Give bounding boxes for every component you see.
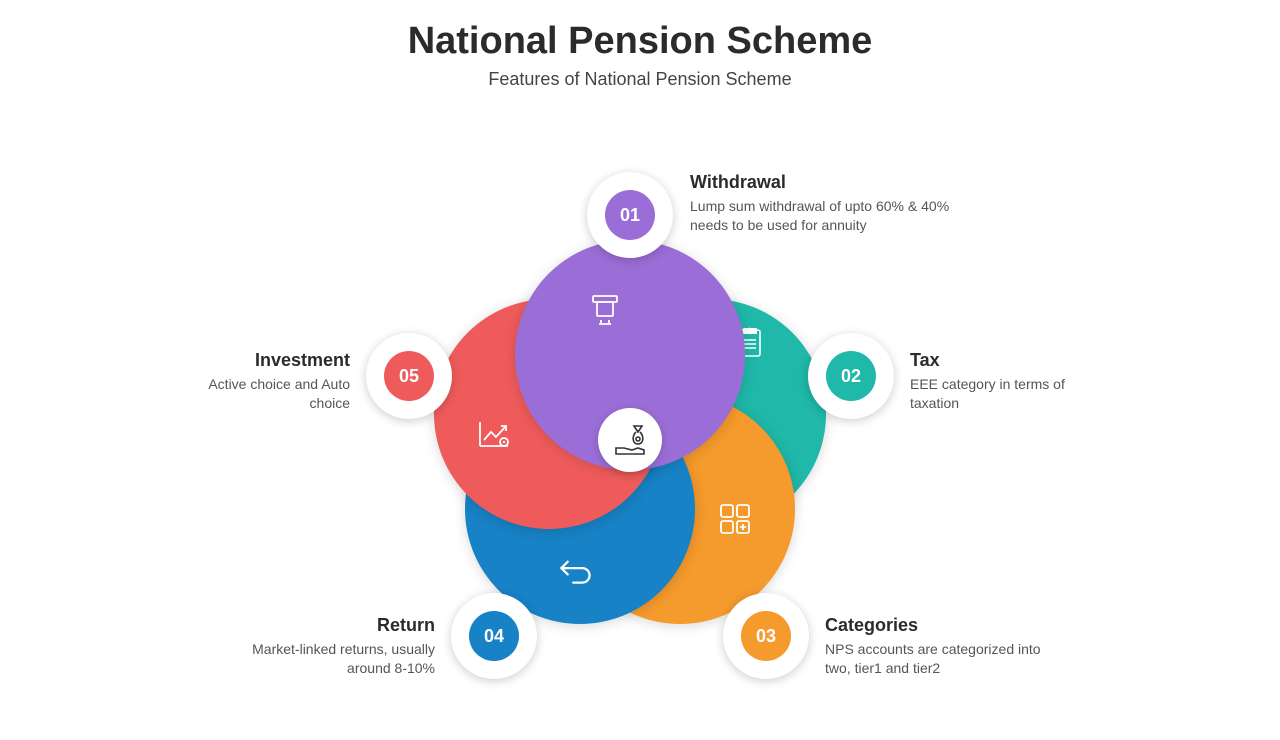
badge-03-num: 03	[756, 626, 776, 647]
return-icon	[555, 549, 595, 589]
pinwheel-diagram: TAX 01 02 03 04 05 Withdrawal Lump sum w…	[0, 20, 1280, 740]
badge-01-num: 01	[620, 205, 640, 226]
atm-icon	[585, 290, 625, 330]
label-withdrawal-title: Withdrawal	[690, 172, 990, 193]
label-tax-desc: EEE category in terms of taxation	[910, 375, 1100, 413]
svg-text:TAX: TAX	[745, 329, 755, 335]
label-tax: Tax EEE category in terms of taxation	[910, 350, 1100, 413]
badge-02: 02	[808, 333, 894, 419]
center-icon-circle	[598, 408, 662, 472]
label-investment-title: Investment	[180, 350, 350, 371]
label-categories-title: Categories	[825, 615, 1065, 636]
growth-icon	[474, 414, 514, 454]
badge-04-num: 04	[484, 626, 504, 647]
label-categories-desc: NPS accounts are categorized into two, t…	[825, 640, 1065, 678]
money-bag-hand-icon	[610, 420, 650, 460]
label-withdrawal-desc: Lump sum withdrawal of upto 60% & 40% ne…	[690, 197, 990, 235]
badge-03: 03	[723, 593, 809, 679]
label-investment-desc: Active choice and Auto choice	[180, 375, 350, 413]
badge-05: 05	[366, 333, 452, 419]
label-investment: Investment Active choice and Auto choice	[180, 350, 350, 413]
label-tax-title: Tax	[910, 350, 1100, 371]
label-return: Return Market-linked returns, usually ar…	[235, 615, 435, 678]
badge-04: 04	[451, 593, 537, 679]
label-withdrawal: Withdrawal Lump sum withdrawal of upto 6…	[690, 172, 990, 235]
label-return-title: Return	[235, 615, 435, 636]
badge-01: 01	[587, 172, 673, 258]
badge-02-num: 02	[841, 366, 861, 387]
label-categories: Categories NPS accounts are categorized …	[825, 615, 1065, 678]
badge-05-num: 05	[399, 366, 419, 387]
grid-icon	[715, 499, 755, 539]
label-return-desc: Market-linked returns, usually around 8-…	[235, 640, 435, 678]
